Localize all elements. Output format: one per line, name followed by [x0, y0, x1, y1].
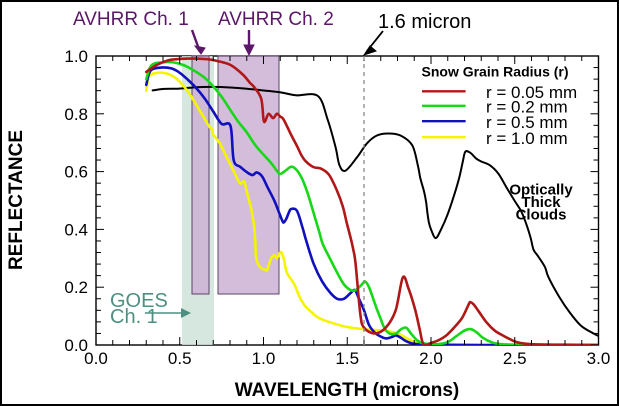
svg-text:3.0: 3.0	[587, 349, 611, 368]
svg-text:AVHRR Ch. 2: AVHRR Ch. 2	[218, 9, 334, 30]
svg-text:0.8: 0.8	[64, 105, 88, 124]
svg-text:0.5: 0.5	[168, 349, 192, 368]
svg-text:Ch. 1: Ch. 1	[110, 306, 158, 328]
svg-text:r = 1.0 mm: r = 1.0 mm	[486, 129, 568, 148]
svg-text:WAVELENGTH (microns): WAVELENGTH (microns)	[235, 380, 460, 401]
svg-text:AVHRR Ch. 1: AVHRR Ch. 1	[73, 9, 189, 30]
svg-text:1.6 micron: 1.6 micron	[378, 11, 471, 33]
svg-text:REFLECTANCE: REFLECTANCE	[6, 130, 27, 270]
svg-text:0.2: 0.2	[64, 278, 88, 297]
svg-text:1.0: 1.0	[64, 47, 88, 66]
svg-text:Snow Grain Radius (r): Snow Grain Radius (r)	[422, 64, 569, 80]
svg-text:1.5: 1.5	[335, 349, 359, 368]
svg-text:1.0: 1.0	[252, 349, 276, 368]
svg-text:0.6: 0.6	[64, 163, 88, 182]
svg-text:0.4: 0.4	[64, 220, 88, 239]
svg-text:2.5: 2.5	[503, 349, 527, 368]
svg-text:Clouds: Clouds	[516, 207, 567, 224]
svg-text:2.0: 2.0	[419, 349, 443, 368]
svg-text:0.0: 0.0	[64, 336, 88, 355]
